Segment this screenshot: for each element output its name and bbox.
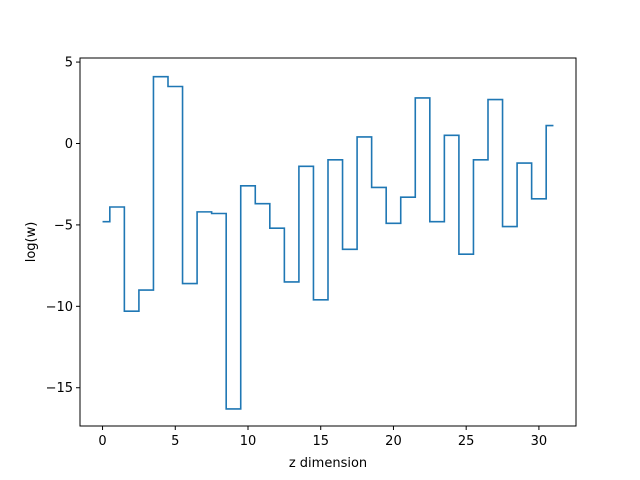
x-tick-label: 20 <box>385 434 402 449</box>
x-tick-label: 5 <box>171 434 179 449</box>
y-tick-label: 5 <box>65 56 73 71</box>
x-axis-label: z dimension <box>289 456 367 471</box>
axes-frame <box>79 57 577 427</box>
plot-area <box>102 75 554 410</box>
y-tick-label: −10 <box>46 300 73 315</box>
x-tick-label: 0 <box>98 434 106 449</box>
ticks: 0 5 10 15 20 25 30 −15 −10 −5 0 5 <box>46 56 548 449</box>
x-tick-label: 25 <box>458 434 475 449</box>
y-tick-label: −5 <box>54 218 73 233</box>
x-tick-label: 10 <box>240 434 257 449</box>
series-line-0 <box>102 75 554 410</box>
y-tick-label: −15 <box>46 381 73 396</box>
x-tick-label: 30 <box>531 434 548 449</box>
y-axis-label: log(w) <box>24 222 39 263</box>
x-tick-label: 15 <box>312 434 329 449</box>
y-tick-label: 0 <box>65 137 73 152</box>
